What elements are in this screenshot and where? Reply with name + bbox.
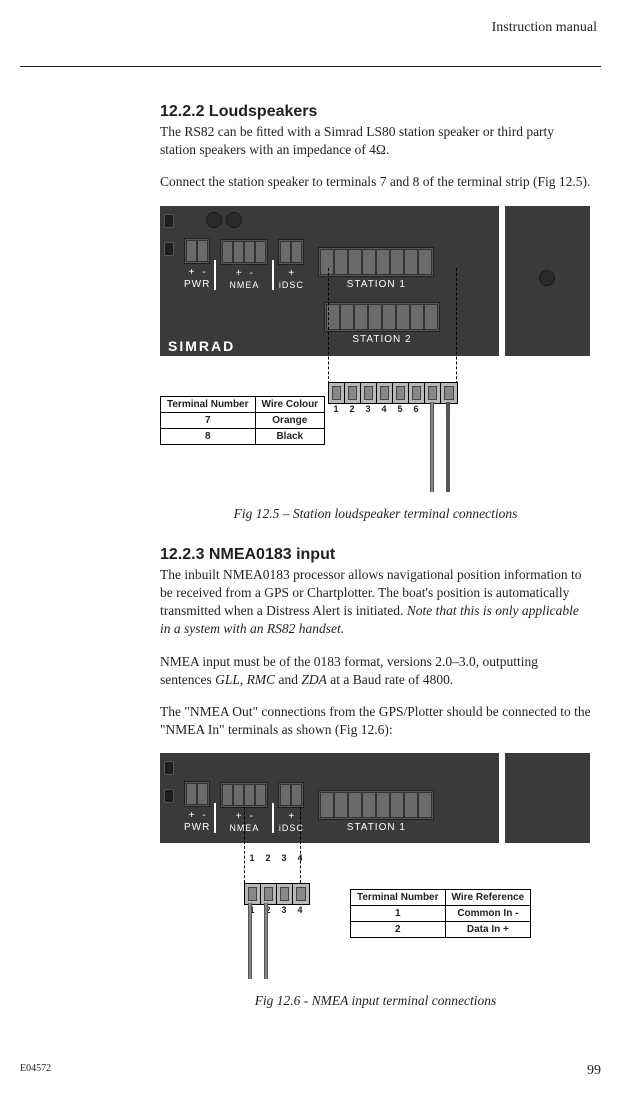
brand-label: SIMRAD xyxy=(168,338,235,354)
terminal-detail-strip: 12345678 xyxy=(328,382,458,414)
terminal-block-nmea xyxy=(220,782,268,808)
wire-orange xyxy=(430,402,434,492)
terminal-block-station2 xyxy=(324,302,440,332)
label-station1: STATION 1 xyxy=(347,822,406,833)
page-content: 12.2.2 Loudspeakers The RS82 can be ﬁtte… xyxy=(160,103,591,1009)
cell: 1 xyxy=(351,906,446,922)
wire-colour-table: Terminal NumberWire Colour 7Orange 8Blac… xyxy=(160,396,325,445)
cell: 7 xyxy=(161,412,256,428)
section-heading-nmea: 12.2.3 NMEA0183 input xyxy=(160,546,591,564)
terminal-block-pwr xyxy=(184,781,210,807)
divider xyxy=(272,803,274,833)
terminal-numbers-top: 1234 xyxy=(244,853,308,863)
figure-12-6: +- PWR +- NMEA + iDSC xyxy=(160,753,591,983)
col-header: Terminal Number xyxy=(351,890,446,906)
label-nmea: NMEA xyxy=(229,280,259,290)
device-panel: +- PWR +- NMEA + iDSC xyxy=(160,753,590,843)
terminal-block-station1 xyxy=(318,247,434,277)
terminal-block-pwr xyxy=(184,238,210,264)
terminal-block-idsc xyxy=(278,239,304,265)
screw-icon xyxy=(164,761,174,775)
figure-caption: Fig 12.6 - NMEA input terminal connectio… xyxy=(160,993,591,1009)
part-number: E04572 xyxy=(20,1063,51,1079)
divider xyxy=(214,803,216,833)
screw-icon xyxy=(164,789,174,803)
para: The "NMEA Out" connections from the GPS/… xyxy=(160,703,591,739)
guide-line xyxy=(456,268,457,394)
cell: Orange xyxy=(255,412,325,428)
cell: Common In - xyxy=(445,906,531,922)
cell: 8 xyxy=(161,428,256,444)
para: Connect the station speaker to terminals… xyxy=(160,173,591,191)
col-header: Terminal Number xyxy=(161,396,256,412)
guide-line xyxy=(244,807,245,883)
section-heading-loudspeakers: 12.2.2 Loudspeakers xyxy=(160,103,591,121)
label-station1: STATION 1 xyxy=(347,279,406,290)
terminal-numbers: 12345678 xyxy=(328,404,458,414)
terminal-block-nmea xyxy=(220,239,268,265)
wire-data xyxy=(264,903,268,979)
figure-12-5: +- PWR +- NMEA + iDSC xyxy=(160,206,591,496)
terminal-block-idsc xyxy=(278,782,304,808)
wire-reference-table: Terminal NumberWire Reference 1Common In… xyxy=(350,889,531,938)
screw-icon xyxy=(164,242,174,256)
col-header: Wire Reference xyxy=(445,890,531,906)
hole-icon xyxy=(206,212,222,228)
header-rule xyxy=(20,66,601,67)
wire-common xyxy=(248,903,252,979)
label-pwr: PWR xyxy=(184,822,210,833)
para: The inbuilt NMEA0183 processor allows na… xyxy=(160,566,591,639)
label-station2: STATION 2 xyxy=(352,334,411,345)
hole-icon xyxy=(226,212,242,228)
col-header: Wire Colour xyxy=(255,396,325,412)
device-panel: +- PWR +- NMEA + iDSC xyxy=(160,206,590,356)
divider xyxy=(272,260,274,290)
page-header: Instruction manual xyxy=(20,20,601,67)
terminal-numbers: 1234 xyxy=(244,905,310,915)
cell: Data In + xyxy=(445,922,531,938)
divider xyxy=(214,260,216,290)
screw-icon xyxy=(164,214,174,228)
hole-icon xyxy=(539,270,555,286)
wire-black xyxy=(446,402,450,492)
label-pwr: PWR xyxy=(184,279,210,290)
terminal-detail-strip: 1234 xyxy=(244,883,310,915)
header-title: Instruction manual xyxy=(20,20,601,40)
page-footer: E04572 99 xyxy=(20,1063,601,1079)
terminal-block-station1 xyxy=(318,790,434,820)
cell: Black xyxy=(255,428,325,444)
guide-line xyxy=(300,807,301,883)
figure-caption: Fig 12.5 – Station loudspeaker terminal … xyxy=(160,506,591,522)
label-idsc: iDSC xyxy=(279,280,304,290)
cell: 2 xyxy=(351,922,446,938)
para: NMEA input must be of the 0183 format, v… xyxy=(160,653,591,689)
para: The RS82 can be ﬁtted with a Simrad LS80… xyxy=(160,123,591,159)
page-number: 99 xyxy=(587,1063,601,1079)
guide-line xyxy=(328,268,329,394)
